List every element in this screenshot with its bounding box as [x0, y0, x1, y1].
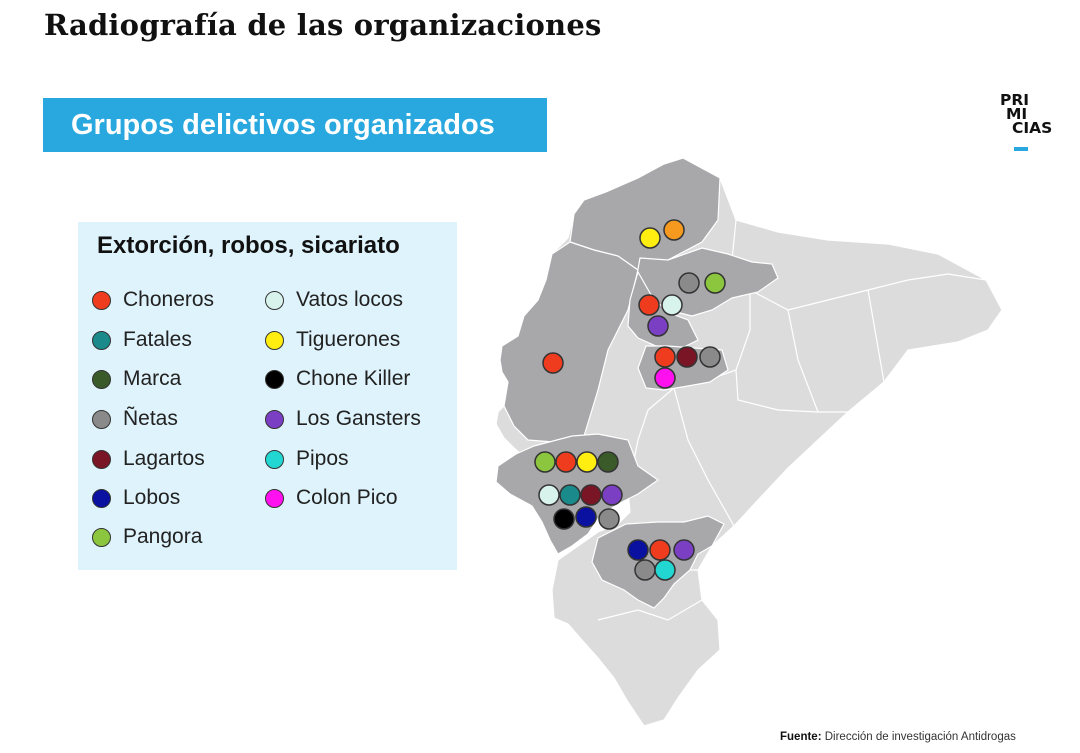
legend-item-chone-killer: Chone Killer: [265, 366, 410, 392]
marker-colon-pico-icon: [654, 367, 676, 389]
marker-vatos-locos-icon: [661, 294, 683, 316]
marker-pangora-icon: [704, 272, 726, 294]
lagartos-dot-icon: [92, 449, 111, 469]
netas-dot-icon: [92, 409, 111, 429]
choneros-dot-icon: [92, 290, 111, 310]
page-title: Radiografía de las organizaciones: [44, 8, 602, 42]
marker-marca-icon: [597, 451, 619, 473]
legend-item-tiguerones: Tiguerones: [265, 327, 400, 353]
legend-label: Pangora: [123, 525, 203, 548]
legend-label: Chone Killer: [296, 367, 411, 390]
marker-lobos-icon: [575, 506, 597, 528]
legend-label: Choneros: [123, 288, 215, 311]
logo-underline: [1014, 147, 1028, 151]
legend-item-marca: Marca: [92, 366, 181, 392]
pipos-dot-icon: [265, 449, 284, 469]
primicias-logo: PRI MI CIAS: [1000, 91, 1053, 137]
marker-los-gansters-icon: [601, 484, 623, 506]
marker-pangora-icon: [534, 451, 556, 473]
legend-item-fatales: Fatales: [92, 327, 192, 353]
marker-choneros-icon: [649, 539, 671, 561]
source-label: Fuente:: [780, 731, 822, 743]
marker-netas-icon: [678, 272, 700, 294]
chone-killer-dot-icon: [265, 369, 284, 389]
legend-title: Extorción, robos, sicariato: [97, 232, 400, 259]
legend-item-los-gansters: Los Gansters: [265, 406, 421, 432]
legend-item-pangora: Pangora: [92, 524, 202, 550]
marker-choneros-icon: [555, 451, 577, 473]
colon-pico-dot-icon: [265, 488, 284, 508]
ecuador-map: [495, 157, 1003, 727]
legend-item-netas: Ñetas: [92, 406, 178, 432]
marker-orange-icon: [663, 219, 685, 241]
marker-fatales-icon: [559, 484, 581, 506]
source-text: Dirección de investigación Antidrogas: [824, 731, 1016, 743]
legend-label: Tiguerones: [296, 328, 401, 351]
banner-title: Grupos delictivos organizados: [71, 108, 495, 141]
logo-line: CIAS: [1012, 119, 1053, 137]
section-banner: Grupos delictivos organizados: [43, 98, 547, 152]
los-gansters-dot-icon: [265, 409, 284, 429]
legend-item-lobos: Lobos: [92, 485, 180, 511]
marker-tiguerones-icon: [639, 227, 661, 249]
fatales-dot-icon: [92, 330, 111, 350]
marker-netas-icon: [598, 508, 620, 530]
marker-vatos-locos-icon: [538, 484, 560, 506]
marca-dot-icon: [92, 369, 111, 389]
legend-label: Colon Pico: [296, 486, 398, 509]
marker-tiguerones-icon: [576, 451, 598, 473]
legend-label: Lagartos: [123, 447, 205, 470]
legend-label: Marca: [123, 367, 182, 390]
marker-choneros-icon: [542, 352, 564, 374]
marker-lobos-icon: [627, 539, 649, 561]
lobos-dot-icon: [92, 488, 111, 508]
legend-label: Los Gansters: [296, 407, 421, 430]
legend-panel: Extorción, robos, sicariato Choneros Fat…: [78, 222, 457, 570]
marker-los-gansters-icon: [673, 539, 695, 561]
logo-line: PRI: [1000, 91, 1030, 109]
tiguerones-dot-icon: [265, 330, 284, 350]
legend-label: Vatos locos: [296, 288, 403, 311]
marker-lagartos-icon: [580, 484, 602, 506]
marker-netas-icon: [699, 346, 721, 368]
marker-choneros-icon: [638, 294, 660, 316]
legend-item-pipos: Pipos: [265, 446, 349, 472]
legend-item-lagartos: Lagartos: [92, 446, 205, 472]
marker-choneros-icon: [654, 346, 676, 368]
markers-layer: [534, 219, 726, 581]
legend-item-choneros: Choneros: [92, 287, 214, 313]
vatos-locos-dot-icon: [265, 290, 284, 310]
marker-chone-killer-icon: [553, 508, 575, 530]
marker-los-gansters-icon: [647, 315, 669, 337]
legend-label: Fatales: [123, 328, 192, 351]
source-note: Fuente: Dirección de investigación Antid…: [780, 731, 1016, 743]
logo-line: MI: [1006, 105, 1028, 123]
marker-lagartos-icon: [676, 346, 698, 368]
legend-label: Lobos: [123, 486, 181, 509]
legend-item-colon-pico: Colon Pico: [265, 485, 398, 511]
marker-netas-icon: [634, 559, 656, 581]
pangora-dot-icon: [92, 527, 111, 547]
legend-label: Ñetas: [123, 407, 178, 430]
legend-item-vatos-locos: Vatos locos: [265, 287, 403, 313]
legend-label: Pipos: [296, 447, 349, 470]
marker-pipos-icon: [654, 559, 676, 581]
